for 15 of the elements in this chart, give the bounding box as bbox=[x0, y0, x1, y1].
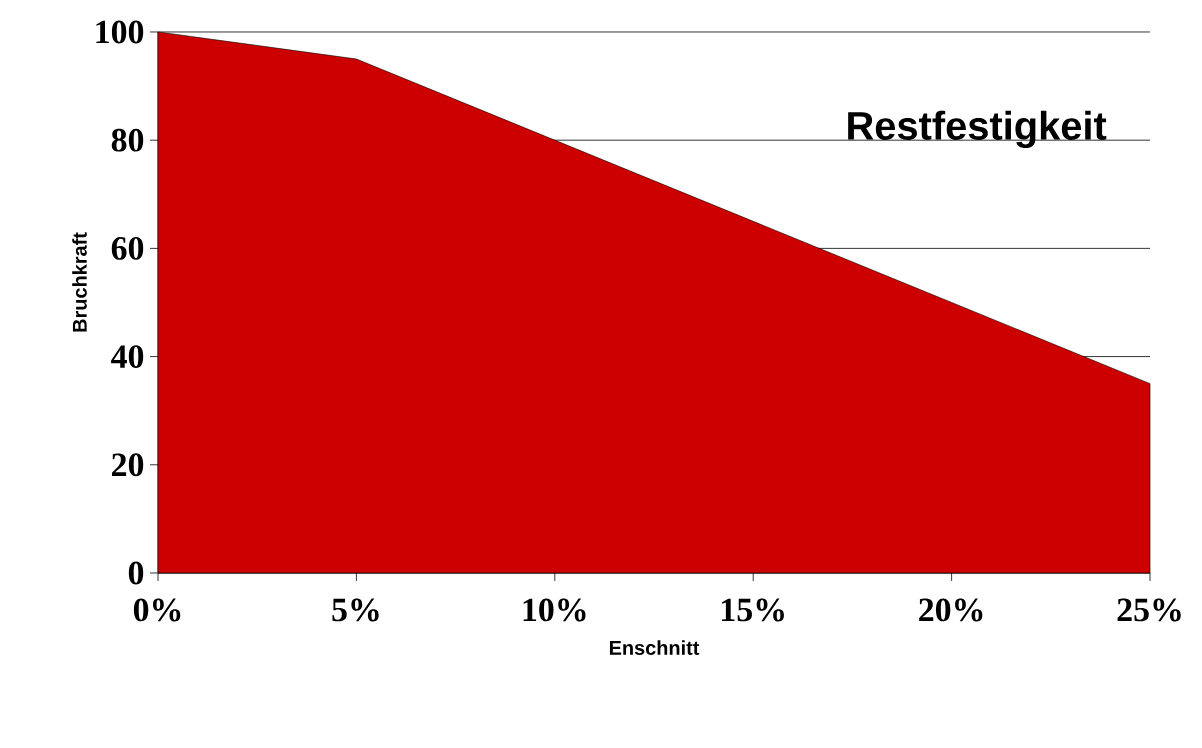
y-tick-label: 20 bbox=[112, 453, 144, 477]
x-axis-title: Enschnitt bbox=[609, 640, 700, 655]
x-tick-label: 25% bbox=[1117, 598, 1181, 622]
y-tick-label: 0 bbox=[128, 561, 144, 585]
text: Restfestigkeit bbox=[848, 110, 1107, 149]
y-tick-label: 80 bbox=[111, 128, 144, 152]
x-tick-label: 5% bbox=[332, 598, 379, 622]
y-tick-label: 40 bbox=[111, 345, 144, 369]
y-tick-label: 60 bbox=[111, 236, 144, 260]
y-axis-title: Bruchkraft bbox=[72, 232, 87, 332]
y-tick-label: 100 bbox=[96, 20, 144, 44]
x-tick-label: 20% bbox=[919, 598, 983, 622]
x-tick-label: 0% bbox=[133, 598, 181, 622]
x-tick-label: 10% bbox=[523, 598, 586, 622]
x-tick-label: 15% bbox=[722, 598, 784, 622]
